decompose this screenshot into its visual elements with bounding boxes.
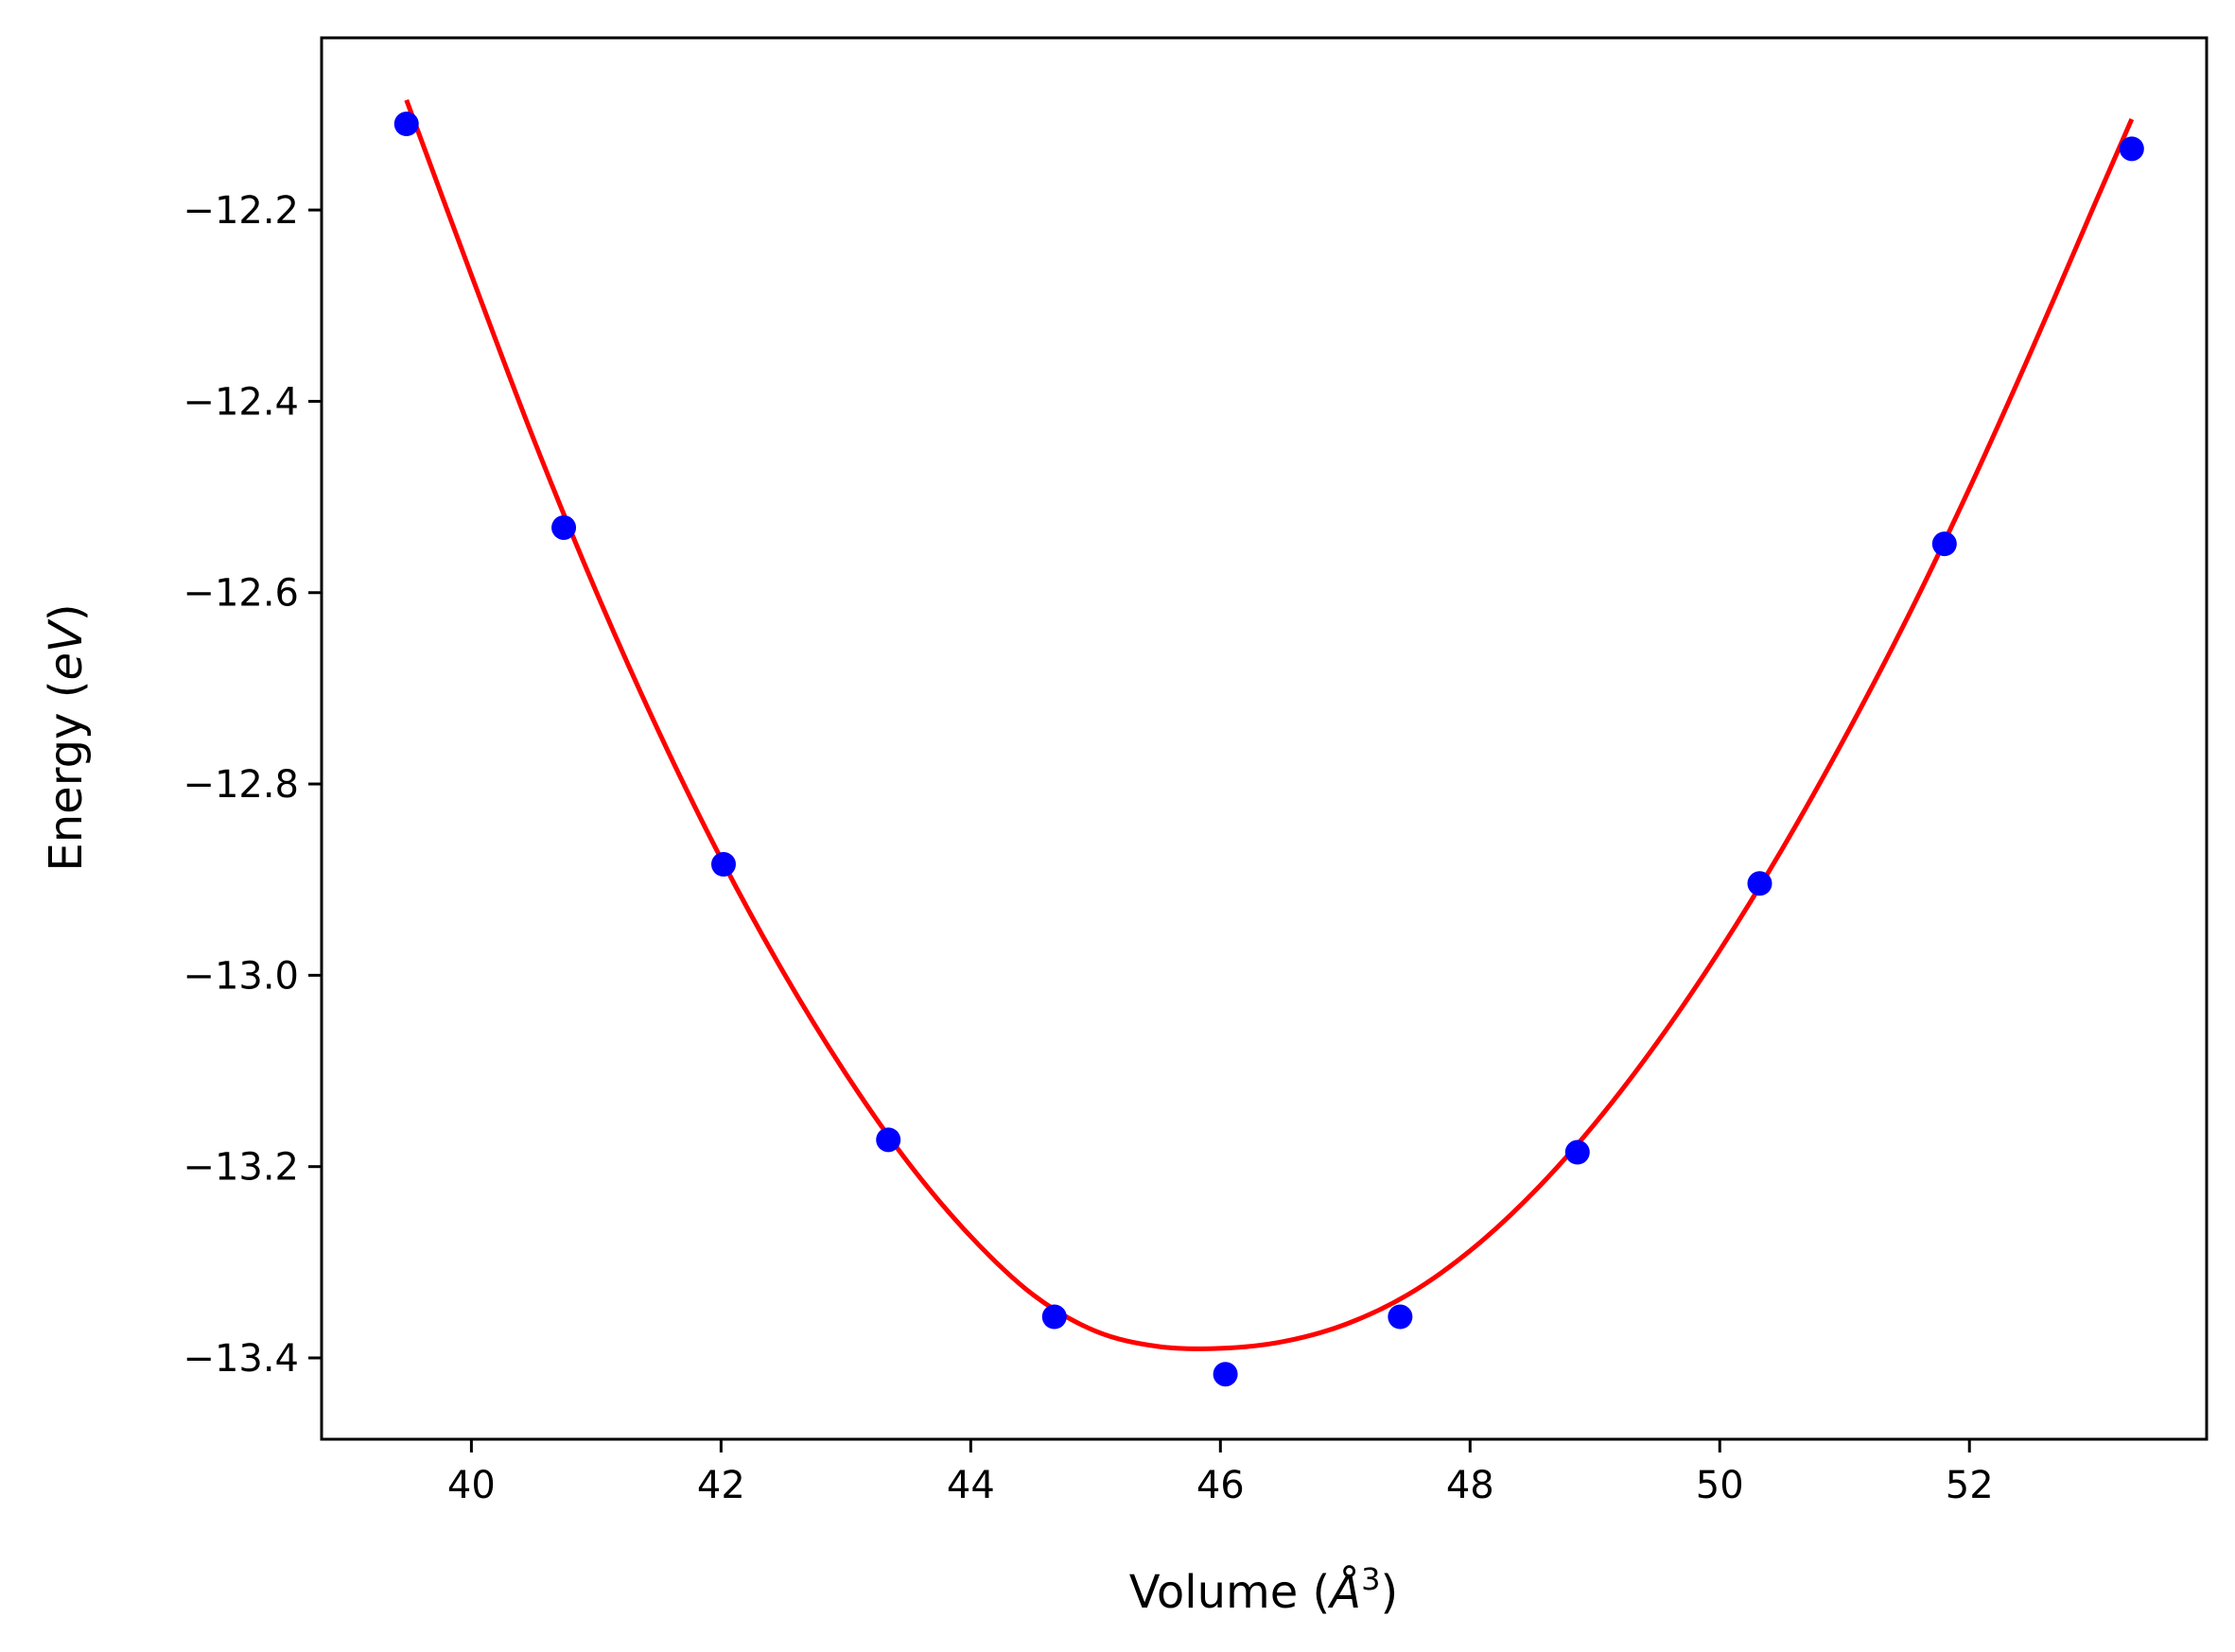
data-point	[551, 514, 577, 540]
x-tick-label: 46	[1196, 1464, 1245, 1507]
data-point	[876, 1127, 901, 1153]
data-point	[1931, 531, 1957, 557]
y-tick-label: −13.2	[183, 1146, 299, 1190]
y-tick-label: −13.4	[183, 1337, 299, 1381]
y-tick-label: −12.8	[183, 763, 299, 807]
x-tick-label: 50	[1696, 1464, 1744, 1507]
data-points	[393, 112, 2144, 1387]
y-tick-label: −13.0	[183, 954, 299, 998]
data-point	[1388, 1304, 1413, 1330]
y-axis-label: Energy (eV)	[40, 603, 93, 871]
x-tick-label: 42	[697, 1464, 745, 1507]
data-point	[1041, 1304, 1067, 1330]
x-tick-label: 48	[1446, 1464, 1494, 1507]
x-tick-label: 44	[947, 1464, 995, 1507]
y-axis-ticks: −12.2 −12.4 −12.6 −12.8 −13.0 −13.2 −13.4	[183, 189, 322, 1381]
y-tick-label: −12.4	[183, 380, 299, 424]
x-tick-label: 40	[447, 1464, 496, 1507]
data-point	[1747, 871, 1772, 896]
plot-frame	[320, 36, 2209, 1441]
y-tick-label: −12.2	[183, 189, 299, 233]
x-tick-label: 52	[1946, 1464, 1994, 1507]
data-point	[1213, 1362, 1238, 1387]
x-axis-ticks: 40 42 44 46 48 50 52	[447, 1439, 1994, 1507]
fit-curve-line	[404, 98, 2135, 1351]
data-point	[710, 852, 736, 878]
x-axis-label: Volume (Å3)	[1129, 1561, 1398, 1619]
data-point	[393, 112, 419, 137]
y-tick-label: −12.6	[183, 572, 299, 616]
data-point	[2119, 136, 2144, 162]
data-point	[1564, 1139, 1590, 1165]
